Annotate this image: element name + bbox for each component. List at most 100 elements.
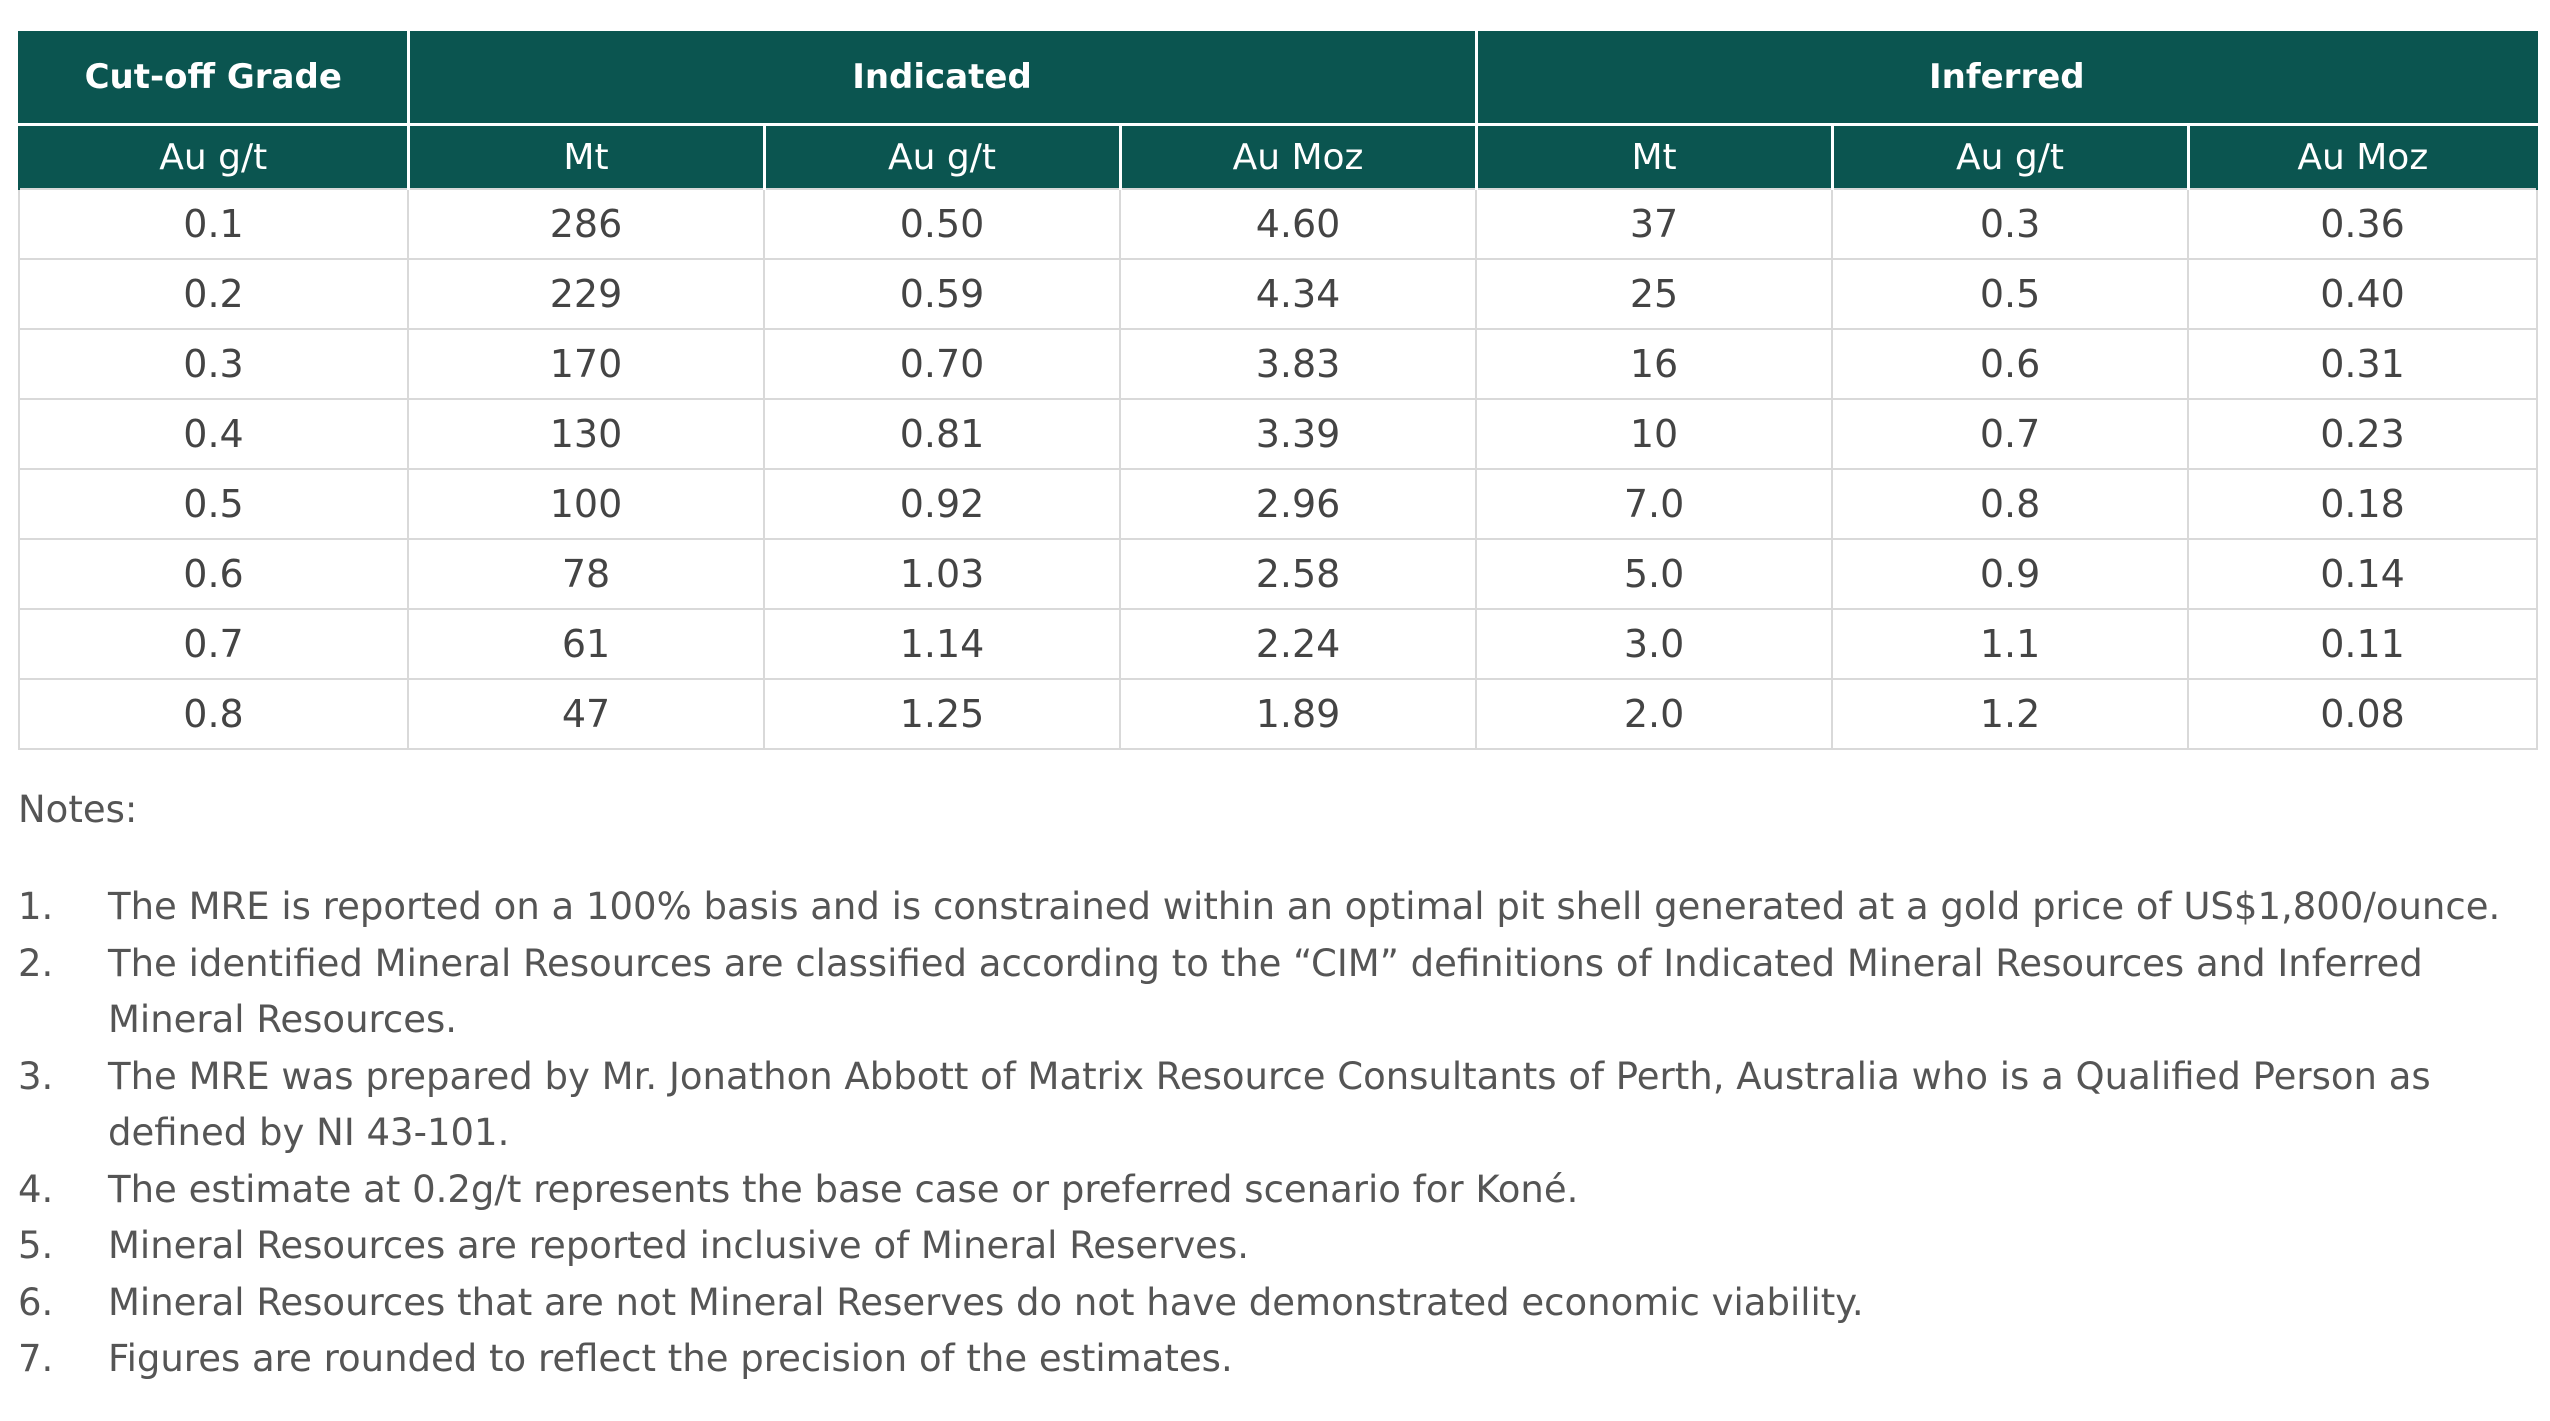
table-cell: 1.03 <box>763 538 1121 610</box>
list-item: 5. Mineral Resources are reported inclus… <box>18 1218 2538 1275</box>
subheader-indicated-au-gt: Au g/t <box>762 123 1122 189</box>
table-cell: 1.89 <box>1118 678 1478 750</box>
table-subheader-row: Au g/t Mt Au g/t Au Moz Mt Au g/t Au Moz <box>18 123 2539 189</box>
notes-title: Notes: <box>18 788 138 831</box>
table-cell: 0.8 <box>1831 468 2190 540</box>
list-item: 3. The MRE was prepared by Mr. Jonathon … <box>18 1049 2538 1162</box>
list-item: 7. Figures are rounded to reflect the pr… <box>18 1331 2538 1388</box>
table-cell: 25 <box>1475 258 1834 330</box>
table-cell: 1.14 <box>763 608 1121 680</box>
table-cell: 0.5 <box>18 468 409 540</box>
table-cell: 3.0 <box>1475 608 1834 680</box>
table-cell: 0.1 <box>18 188 409 260</box>
note-text: The MRE is reported on a 100% basis and … <box>108 885 2501 928</box>
note-number: 5. <box>18 1224 54 1267</box>
table-cell: 0.50 <box>763 188 1121 260</box>
table-cell: 0.31 <box>2187 328 2539 400</box>
table-cell: 4.34 <box>1118 258 1478 330</box>
note-text: Mineral Resources that are not Mineral R… <box>108 1280 1864 1324</box>
subheader-inferred-au-gt: Au g/t <box>1830 123 2190 189</box>
table-cell: 0.59 <box>763 258 1121 330</box>
table-cell: 0.7 <box>18 608 409 680</box>
table-cell: 78 <box>407 538 765 610</box>
table-cell: 2.58 <box>1118 538 1478 610</box>
table-cell: 0.40 <box>2187 258 2539 330</box>
table-cell: 0.70 <box>763 328 1121 400</box>
table-cell: 0.08 <box>2187 678 2539 750</box>
table-cell: 286 <box>407 188 765 260</box>
table-cell: 0.81 <box>763 398 1121 470</box>
table-cell: 170 <box>407 328 765 400</box>
table-row: 0.8 47 1.25 1.89 2.0 1.2 0.08 <box>18 678 2539 750</box>
note-number: 4. <box>18 1167 54 1211</box>
table-cell: 10 <box>1475 398 1834 470</box>
note-text: Mineral Resources are reported inclusive… <box>108 1224 1249 1267</box>
table-cell: 1.25 <box>763 678 1121 750</box>
table-cell: 0.4 <box>18 398 409 470</box>
table-cell: 0.14 <box>2187 538 2539 610</box>
subheader-inferred-mt: Mt <box>1474 123 1834 189</box>
table-cell: 1.1 <box>1831 608 2190 680</box>
subheader-indicated-mt: Mt <box>406 123 766 189</box>
table-cell: 16 <box>1475 328 1834 400</box>
subheader-indicated-au-moz: Au Moz <box>1118 123 1478 189</box>
table-cell: 47 <box>407 678 765 750</box>
header-indicated: Indicated <box>406 31 1478 125</box>
table-row: 0.2 229 0.59 4.34 25 0.5 0.40 <box>18 258 2539 330</box>
table-cell: 7.0 <box>1475 468 1834 540</box>
list-item: 4. The estimate at 0.2g/t represents the… <box>18 1162 2538 1219</box>
table-cell: 0.5 <box>1831 258 2190 330</box>
table-cell: 0.36 <box>2187 188 2539 260</box>
table-row: 0.1 286 0.50 4.60 37 0.3 0.36 <box>18 188 2539 260</box>
table-cell: 4.60 <box>1118 188 1478 260</box>
table-cell: 0.92 <box>763 468 1121 540</box>
table-cell: 0.11 <box>2187 608 2539 680</box>
table-cell: 0.6 <box>1831 328 2190 400</box>
table-cell: 100 <box>407 468 765 540</box>
note-text: The MRE was prepared by Mr. Jonathon Abb… <box>108 1054 2431 1155</box>
mineral-resource-table: Cut-off Grade Indicated Inferred Au g/t … <box>18 31 2539 750</box>
table-cell: 5.0 <box>1475 538 1834 610</box>
table-cell: 0.18 <box>2187 468 2539 540</box>
table-row: 0.6 78 1.03 2.58 5.0 0.9 0.14 <box>18 538 2539 610</box>
table-cell: 1.2 <box>1831 678 2190 750</box>
note-number: 6. <box>18 1280 54 1324</box>
table-cell: 0.8 <box>18 678 409 750</box>
note-text: The identified Mineral Resources are cla… <box>108 941 2423 1042</box>
note-text: Figures are rounded to reflect the preci… <box>108 1337 1233 1380</box>
notes-section: Notes: 1. The MRE is reported on a 100% … <box>18 785 2538 1388</box>
notes-list: 1. The MRE is reported on a 100% basis a… <box>18 879 2538 1388</box>
table-row: 0.4 130 0.81 3.39 10 0.7 0.23 <box>18 398 2539 470</box>
note-number: 1. <box>18 885 54 928</box>
table-cell: 2.24 <box>1118 608 1478 680</box>
subheader-inferred-au-moz: Au Moz <box>2186 123 2539 189</box>
header-cutoff-grade: Cut-off Grade <box>18 31 410 125</box>
table-cell: 61 <box>407 608 765 680</box>
table-cell: 0.2 <box>18 258 409 330</box>
table-cell: 3.83 <box>1118 328 1478 400</box>
note-number: 7. <box>18 1337 54 1380</box>
table-cell: 0.3 <box>18 328 409 400</box>
note-text: The estimate at 0.2g/t represents the ba… <box>108 1167 1579 1211</box>
table-cell: 0.9 <box>1831 538 2190 610</box>
table-cell: 0.3 <box>1831 188 2190 260</box>
table-cell: 229 <box>407 258 765 330</box>
table-row: 0.7 61 1.14 2.24 3.0 1.1 0.11 <box>18 608 2539 680</box>
table-cell: 0.23 <box>2187 398 2539 470</box>
table-cell: 2.96 <box>1118 468 1478 540</box>
table-cell: 37 <box>1475 188 1834 260</box>
table-row: 0.5 100 0.92 2.96 7.0 0.8 0.18 <box>18 468 2539 540</box>
table-cell: 3.39 <box>1118 398 1478 470</box>
list-item: 1. The MRE is reported on a 100% basis a… <box>18 879 2538 936</box>
note-number: 3. <box>18 1054 54 1098</box>
list-item: 6. Mineral Resources that are not Minera… <box>18 1275 2538 1332</box>
note-number: 2. <box>18 941 54 985</box>
list-item: 2. The identified Mineral Resources are … <box>18 936 2538 1049</box>
subheader-cutoff-au-gt: Au g/t <box>18 123 410 189</box>
table-cell: 2.0 <box>1475 678 1834 750</box>
table-row: 0.3 170 0.70 3.83 16 0.6 0.31 <box>18 328 2539 400</box>
table-cell: 0.6 <box>18 538 409 610</box>
header-inferred: Inferred <box>1474 31 2539 125</box>
table-cell: 0.7 <box>1831 398 2190 470</box>
